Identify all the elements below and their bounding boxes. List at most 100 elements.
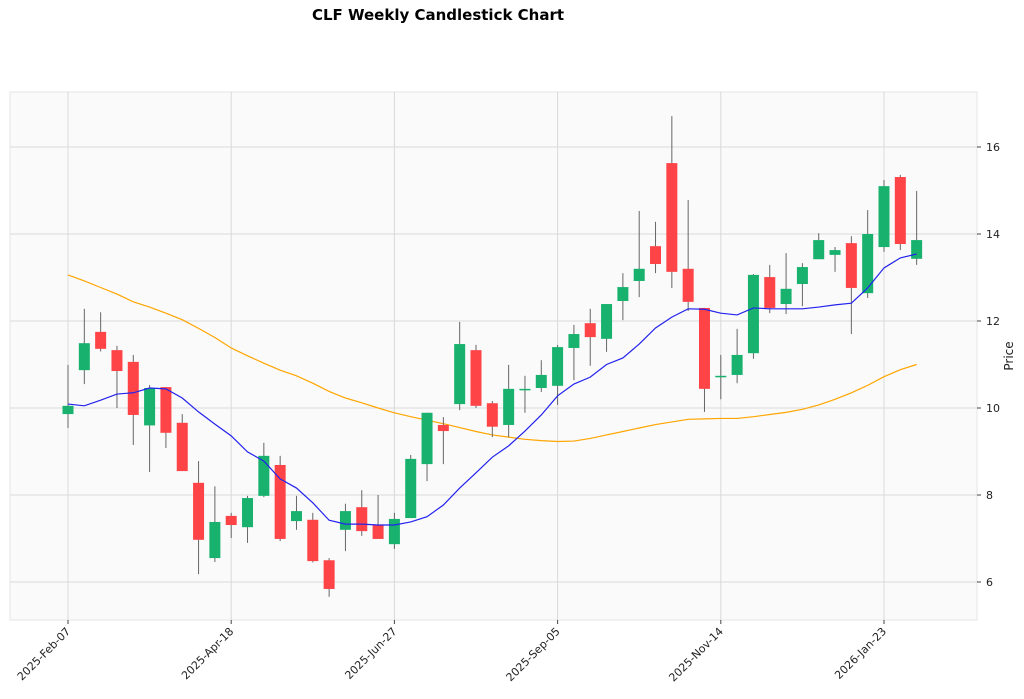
candle-body-down bbox=[470, 350, 482, 406]
candle-body-up bbox=[862, 234, 874, 294]
candle-body-up bbox=[568, 334, 580, 348]
chart-title: CLF Weekly Candlestick Chart bbox=[311, 6, 565, 24]
candle bbox=[911, 190, 923, 265]
candle-body-down bbox=[486, 403, 498, 427]
candle-body-up bbox=[421, 412, 433, 465]
candle bbox=[666, 116, 678, 288]
candle bbox=[698, 307, 710, 412]
candle-body-down bbox=[160, 387, 172, 433]
candle bbox=[764, 264, 776, 314]
candle-body-up bbox=[388, 518, 400, 545]
x-tick-label: 2026-Jan-23 bbox=[832, 625, 889, 682]
candle-body-up bbox=[535, 374, 547, 388]
candle-body-up bbox=[78, 343, 90, 371]
candle bbox=[584, 308, 596, 366]
candle bbox=[568, 324, 580, 381]
candle bbox=[682, 200, 694, 311]
candle bbox=[356, 490, 368, 536]
candle-body-down bbox=[682, 268, 694, 302]
candle-body-up bbox=[62, 405, 74, 415]
candle-body-up bbox=[258, 455, 270, 496]
candle bbox=[747, 274, 759, 359]
candle bbox=[160, 387, 172, 449]
candle bbox=[111, 345, 123, 408]
candle-body-down bbox=[437, 424, 449, 432]
candle bbox=[323, 558, 335, 597]
y-tick-label: 14 bbox=[986, 228, 1000, 241]
candle-body-up bbox=[715, 375, 727, 378]
candle bbox=[388, 512, 400, 549]
candle-body-down bbox=[95, 331, 107, 349]
candle-body-down bbox=[584, 323, 596, 338]
x-tick-label: 2025-Apr-18 bbox=[179, 625, 236, 682]
candle bbox=[601, 304, 613, 352]
candle bbox=[193, 461, 205, 575]
ma-short-series bbox=[67, 253, 917, 526]
candle bbox=[307, 512, 319, 563]
candle-body-up bbox=[519, 388, 531, 391]
candle-body-down bbox=[127, 361, 139, 415]
candle-body-up bbox=[829, 250, 841, 255]
candle-body-down bbox=[193, 482, 205, 540]
x-tick-label: 2025-Jun-27 bbox=[342, 625, 399, 682]
candle bbox=[845, 236, 857, 335]
candle-body-up bbox=[747, 274, 759, 354]
x-tick-label: 2025-Sep-05 bbox=[504, 625, 563, 684]
candle-body-down bbox=[650, 246, 662, 265]
y-tick-label: 10 bbox=[986, 402, 1000, 415]
candle-body-down bbox=[307, 519, 319, 562]
candle bbox=[405, 454, 417, 519]
candle-body-down bbox=[372, 525, 384, 539]
candle bbox=[372, 495, 384, 539]
plot-area bbox=[9, 91, 978, 621]
candle bbox=[454, 321, 466, 411]
candle-body-up bbox=[617, 287, 629, 301]
candle bbox=[209, 486, 221, 562]
ma-short-line bbox=[67, 253, 917, 526]
y-tick-label: 6 bbox=[986, 576, 993, 589]
candle-body-down bbox=[894, 177, 906, 245]
x-tick-label: 2025-Nov-14 bbox=[666, 625, 725, 684]
candle bbox=[535, 360, 547, 392]
candle-body-up bbox=[242, 498, 254, 528]
candle-body-up bbox=[731, 354, 743, 375]
candle-body-up bbox=[911, 240, 923, 259]
candle bbox=[862, 210, 874, 298]
candle-body-down bbox=[764, 277, 776, 308]
candle bbox=[894, 174, 906, 251]
candle-body-down bbox=[666, 163, 678, 272]
candle bbox=[878, 180, 890, 252]
candle-body-up bbox=[144, 387, 156, 426]
candle-body-up bbox=[552, 347, 564, 386]
candle-body-down bbox=[698, 307, 710, 389]
candle bbox=[731, 328, 743, 384]
candle bbox=[274, 455, 286, 542]
candle-body-up bbox=[813, 240, 825, 260]
x-tick-label: 2025-Feb-07 bbox=[15, 625, 73, 683]
candle bbox=[290, 495, 302, 530]
y-tick-label: 12 bbox=[986, 315, 1000, 328]
candle-body-down bbox=[176, 422, 188, 472]
y-axis-label: Price bbox=[1002, 341, 1016, 370]
candle bbox=[78, 308, 90, 385]
candle bbox=[486, 401, 498, 438]
candle bbox=[258, 442, 270, 498]
candle bbox=[144, 384, 156, 472]
candle bbox=[503, 364, 515, 438]
candle bbox=[62, 364, 74, 429]
candle bbox=[242, 495, 254, 543]
candle bbox=[813, 233, 825, 260]
candle-body-down bbox=[225, 515, 237, 526]
candle bbox=[339, 503, 351, 552]
y-tick-label: 16 bbox=[986, 141, 1000, 154]
candle bbox=[650, 221, 662, 274]
candle bbox=[552, 344, 564, 405]
candle-body-down bbox=[323, 560, 335, 589]
candle bbox=[715, 354, 727, 400]
candle bbox=[421, 412, 433, 482]
candle-body-up bbox=[503, 388, 515, 425]
candle-body-up bbox=[339, 511, 351, 530]
candle bbox=[127, 354, 139, 445]
candle-body-down bbox=[274, 464, 286, 539]
